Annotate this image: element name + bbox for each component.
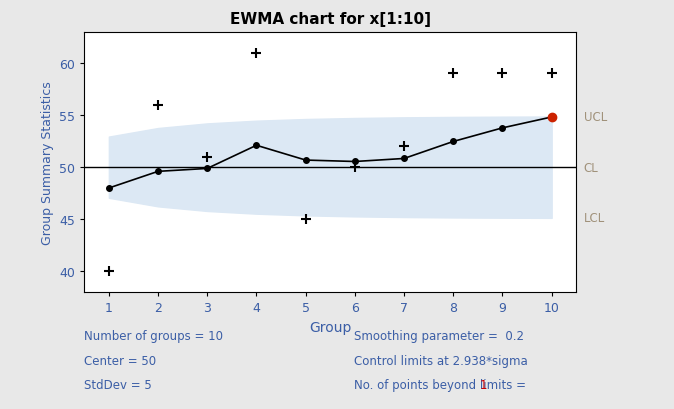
Text: LCL: LCL — [584, 212, 605, 225]
Text: StdDev = 5: StdDev = 5 — [84, 378, 152, 391]
Text: Number of groups = 10: Number of groups = 10 — [84, 329, 223, 342]
Text: No. of points beyond limits =: No. of points beyond limits = — [354, 378, 530, 391]
Text: 1: 1 — [479, 378, 487, 391]
Title: EWMA chart for x[1:10]: EWMA chart for x[1:10] — [230, 12, 431, 27]
Text: Center = 50: Center = 50 — [84, 354, 156, 367]
X-axis label: Group: Group — [309, 320, 351, 334]
Text: UCL: UCL — [584, 111, 607, 124]
Text: Control limits at 2.938*sigma: Control limits at 2.938*sigma — [354, 354, 528, 367]
Text: Smoothing parameter =  0.2: Smoothing parameter = 0.2 — [354, 329, 524, 342]
Y-axis label: Group Summary Statistics: Group Summary Statistics — [40, 81, 54, 244]
Text: CL: CL — [584, 161, 599, 174]
